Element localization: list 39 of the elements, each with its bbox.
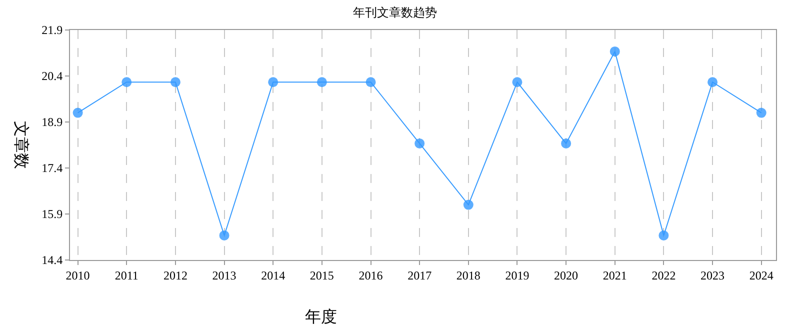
x-tick-label: 2012 xyxy=(163,268,188,282)
point xyxy=(122,77,132,88)
y-tick-label: 20.4 xyxy=(42,69,63,84)
point xyxy=(366,77,376,88)
point xyxy=(414,138,425,148)
x-tick-label: 2015 xyxy=(310,268,334,282)
chart-title: 年刊文章数趋势 xyxy=(353,6,437,20)
x-tick-label: 2021 xyxy=(602,268,627,282)
x-tick-label: 2020 xyxy=(554,268,578,282)
y-tick-label: 18.9 xyxy=(42,115,63,130)
point xyxy=(316,77,327,88)
point xyxy=(170,77,180,88)
y-tick-label: 15.9 xyxy=(42,207,63,222)
y-tick-label: 21.9 xyxy=(42,23,63,38)
x-tick-label: 2022 xyxy=(652,268,676,282)
x-tick-label: 2024 xyxy=(749,268,774,282)
point xyxy=(268,77,278,88)
x-axis-title: 年度 xyxy=(305,308,337,326)
point xyxy=(512,77,522,88)
point xyxy=(756,108,766,118)
point xyxy=(219,230,230,240)
x-tick-label: 2011 xyxy=(114,268,138,282)
x-tick-label: 2010 xyxy=(66,268,90,282)
point xyxy=(610,46,620,56)
x-tick-label: 2014 xyxy=(261,268,286,282)
x-tick-label: 2016 xyxy=(358,268,383,282)
y-axis-title: 文章数 xyxy=(12,121,30,170)
point xyxy=(463,200,474,210)
x-tick-label: 2013 xyxy=(212,268,236,282)
y-tick-label: 17.4 xyxy=(42,161,63,176)
x-tick-label: 2023 xyxy=(700,268,725,282)
x-tick-label: 2019 xyxy=(505,268,530,282)
x-tick-label: 2017 xyxy=(408,268,432,282)
x-tick-label: 2018 xyxy=(456,268,480,282)
point xyxy=(72,108,83,118)
point xyxy=(658,230,669,240)
point xyxy=(561,138,572,148)
y-tick-label: 14.4 xyxy=(42,253,63,268)
point xyxy=(708,77,718,88)
